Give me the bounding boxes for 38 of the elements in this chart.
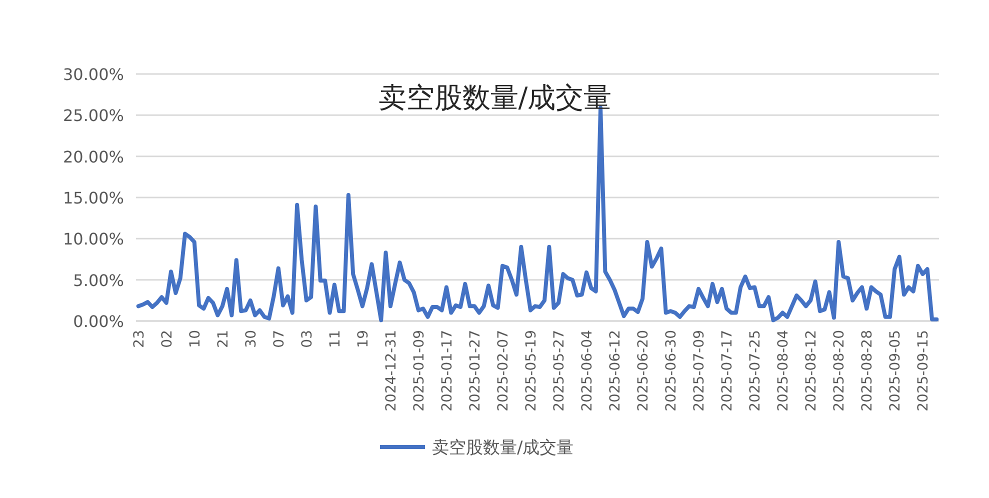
x-tick-label: 23 — [131, 330, 148, 348]
x-tick-label: 2024-12-31 — [383, 330, 400, 412]
x-tick-label: 21 — [215, 330, 232, 348]
y-tick-label: 0.00% — [73, 312, 124, 331]
y-tick-label: 20.00% — [62, 147, 124, 166]
x-tick-label: 19 — [355, 330, 372, 348]
x-tick-label: 2025-01-17 — [439, 330, 456, 412]
x-tick-label: 2025-09-05 — [888, 330, 904, 412]
y-tick-label: 30.00% — [62, 65, 124, 84]
x-tick-label: 02 — [159, 330, 176, 348]
x-tick-label: 2025-01-09 — [411, 330, 428, 412]
x-tick-label: 2025-01-27 — [467, 330, 484, 412]
x-tick-label: 2025-09-15 — [916, 330, 932, 412]
x-tick-label: 2025-06-20 — [636, 330, 652, 412]
x-tick-label: 2025-07-25 — [748, 330, 764, 412]
legend-label: 卖空股数量/成交量 — [432, 438, 574, 458]
x-tick-label: 10 — [187, 330, 204, 348]
x-tick-label: 11 — [327, 330, 344, 348]
x-tick-label: 2025-08-20 — [832, 330, 848, 412]
chart-title: 卖空股数量/成交量 — [378, 81, 612, 114]
x-tick-label: 07 — [271, 330, 288, 348]
x-tick-label: 2025-06-12 — [608, 330, 624, 412]
x-tick-label: 2025-05-19 — [523, 330, 540, 412]
x-tick-label: 2025-05-27 — [552, 330, 568, 412]
y-tick-label: 5.00% — [73, 270, 124, 290]
x-tick-label: 2025-07-17 — [720, 330, 736, 412]
x-tick-label: 30 — [243, 330, 260, 348]
y-tick-label: 15.00% — [62, 188, 124, 208]
x-tick-label: 2025-07-09 — [692, 330, 708, 412]
x-tick-label: 2025-02-07 — [495, 330, 512, 412]
x-tick-label: 2025-06-30 — [664, 330, 680, 412]
x-tick-label: 03 — [299, 330, 316, 348]
x-tick-label: 2025-08-28 — [860, 330, 876, 412]
x-tick-label: 2025-06-04 — [580, 330, 596, 412]
x-tick-label: 2025-08-12 — [804, 330, 820, 412]
y-tick-label: 25.00% — [62, 106, 124, 126]
y-tick-label: 10.00% — [62, 230, 124, 249]
x-tick-label: 2025-08-04 — [776, 330, 792, 412]
